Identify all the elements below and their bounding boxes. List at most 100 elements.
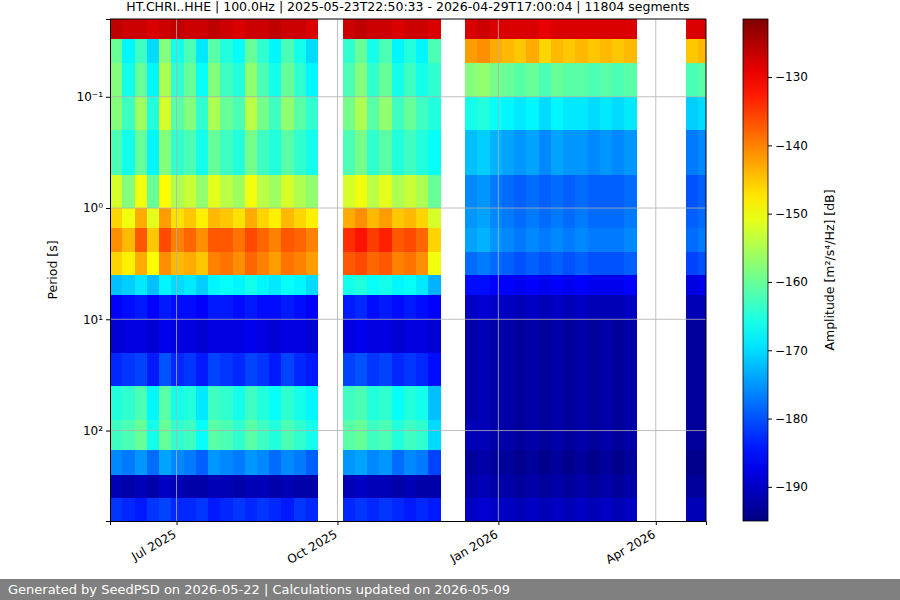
cell [428, 275, 440, 295]
cell [171, 39, 183, 64]
cell [428, 130, 440, 174]
cell [686, 450, 698, 475]
cell [588, 475, 600, 498]
cell [184, 386, 196, 419]
y-tick: 10² [83, 424, 110, 438]
cell [477, 130, 489, 174]
cell [698, 386, 706, 419]
cell [233, 450, 245, 475]
colorbar-tick-mark [768, 350, 772, 351]
cell [539, 319, 551, 352]
cell [526, 295, 538, 320]
colorbar-title: Amplitude [m²/s⁴/Hz] [dB] [822, 189, 837, 350]
cell [367, 420, 379, 450]
cell [502, 295, 514, 320]
colorbar-tick: −170 [768, 344, 808, 358]
cell [465, 353, 477, 386]
cell [539, 295, 551, 320]
cell [465, 386, 477, 419]
cell [588, 498, 600, 521]
cell [502, 275, 514, 295]
cell [563, 97, 575, 130]
cell [588, 386, 600, 419]
cell [281, 475, 293, 498]
cell [367, 63, 379, 96]
colorbar-tick-label: −150 [775, 207, 808, 221]
cell [514, 386, 526, 419]
cell [110, 252, 122, 275]
cell [245, 319, 257, 352]
cell [612, 275, 624, 295]
cell [392, 386, 404, 419]
cell [367, 252, 379, 275]
cell [184, 420, 196, 450]
cell [600, 475, 612, 498]
cell [404, 475, 416, 498]
cell [600, 252, 612, 275]
cell [612, 252, 624, 275]
cell [588, 19, 600, 39]
cell [404, 420, 416, 450]
cell [404, 252, 416, 275]
cell [563, 420, 575, 450]
cell [110, 228, 122, 253]
colorbar [743, 19, 768, 521]
cell [502, 130, 514, 174]
cell [306, 252, 318, 275]
cell [135, 208, 147, 228]
x-tick-mark [656, 521, 657, 525]
cell [147, 19, 159, 39]
cell [110, 97, 122, 130]
cell [269, 420, 281, 450]
cell [502, 319, 514, 352]
cell [514, 175, 526, 208]
cell [343, 450, 355, 475]
cell [490, 19, 502, 39]
cell [428, 319, 440, 352]
cell [465, 275, 477, 295]
cell [588, 275, 600, 295]
cell [612, 228, 624, 253]
cell [196, 420, 208, 450]
cell [343, 420, 355, 450]
cell [514, 498, 526, 521]
cell [563, 295, 575, 320]
cell [502, 498, 514, 521]
cell [624, 19, 636, 39]
cell [135, 252, 147, 275]
cell [245, 475, 257, 498]
cell [526, 130, 538, 174]
cell [220, 175, 232, 208]
cell [135, 475, 147, 498]
cell [208, 450, 220, 475]
cell [477, 295, 489, 320]
cell [245, 353, 257, 386]
cell [428, 498, 440, 521]
cell [612, 208, 624, 228]
cell [147, 475, 159, 498]
cell [514, 295, 526, 320]
cell [698, 475, 706, 498]
cell [233, 19, 245, 39]
cell [588, 175, 600, 208]
cell [698, 19, 706, 39]
cell [686, 353, 698, 386]
cell [477, 175, 489, 208]
cell [686, 319, 698, 352]
cell [686, 39, 698, 64]
cell [465, 97, 477, 130]
cell [245, 420, 257, 450]
cell [159, 39, 171, 64]
cell [686, 295, 698, 320]
cell [563, 130, 575, 174]
cell [367, 175, 379, 208]
cell [147, 39, 159, 64]
cell [220, 130, 232, 174]
cell [392, 19, 404, 39]
cell [600, 353, 612, 386]
cell [135, 228, 147, 253]
cell [379, 319, 391, 352]
cell [306, 97, 318, 130]
colorbar-tick: −150 [768, 207, 808, 221]
cell [306, 275, 318, 295]
